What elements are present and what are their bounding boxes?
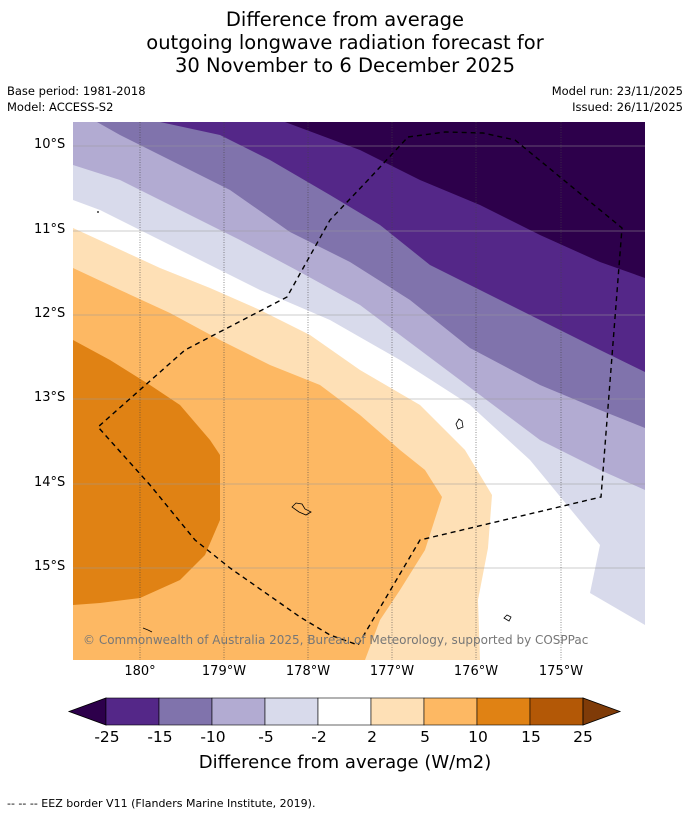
cb-tick-label: -10 — [200, 728, 226, 746]
lon-gridlines — [139, 122, 562, 660]
island-4 — [142, 627, 153, 633]
eez-border — [97, 131, 623, 646]
eez-legend: -- -- -- EEZ border V11 (Flanders Marine… — [7, 797, 316, 810]
lat-label-13s: 13°S — [34, 390, 66, 405]
lat-label-10s: 10°S — [34, 137, 66, 152]
lat-label-12s: 12°S — [34, 306, 66, 321]
colorbar-segment — [423, 697, 478, 726]
lon-label-179w: 179°W — [201, 664, 247, 679]
lat-label-11s: 11°S — [34, 222, 66, 237]
title-line-2: outgoing longwave radiation forecast for — [146, 31, 544, 54]
colorbar-right-arrow — [582, 697, 622, 726]
lon-label-175w: 175°W — [538, 664, 584, 679]
island-1 — [455, 418, 464, 430]
contour-deepestpurple — [285, 122, 645, 278]
colorbar-segment — [317, 697, 372, 726]
colorbar-segment — [370, 697, 425, 726]
contour-layer — [73, 122, 645, 660]
lat-label-14s: 14°S — [34, 475, 66, 490]
cb-tick-label: 2 — [367, 728, 377, 746]
colorbar-left-arrow — [67, 697, 107, 726]
cb-tick-label: 5 — [420, 728, 430, 746]
colorbar-segment — [264, 697, 319, 726]
cb-tick-label: 25 — [573, 728, 593, 746]
colorbar-segment — [476, 697, 531, 726]
cb-tick-label: -15 — [147, 728, 173, 746]
lon-label-180: 180° — [124, 664, 156, 679]
copyright-notice: © Commonwealth of Australia 2025, Bureau… — [83, 633, 589, 647]
model-name: Model: ACCESS-S2 — [7, 100, 114, 114]
island-5 — [97, 211, 99, 213]
cb-tick-label: 15 — [521, 728, 541, 746]
model-run: Model run: 23/11/2025 — [551, 84, 683, 98]
lon-label-177w: 177°W — [369, 664, 415, 679]
lon-label-178w: 178°W — [285, 664, 331, 679]
cb-tick-label: -5 — [258, 728, 274, 746]
contour-darkorange — [73, 340, 220, 605]
cb-tick-label: -2 — [311, 728, 327, 746]
colorbar-title: Difference from average (W/m2) — [198, 752, 492, 773]
cb-tick-label: -25 — [94, 728, 120, 746]
colorbar — [67, 697, 622, 726]
island-3 — [503, 614, 512, 622]
colorbar-segment — [105, 697, 160, 726]
contour-lightpurple — [73, 140, 645, 625]
title-line-3: 30 November to 6 December 2025 — [175, 54, 515, 77]
base-period: Base period: 1981-2018 — [7, 84, 146, 98]
colorbar-segment — [529, 697, 584, 726]
colorbar-segment — [158, 697, 213, 726]
lat-label-15s: 15°S — [34, 559, 66, 574]
issued-date: Issued: 26/11/2025 — [572, 100, 683, 114]
lat-gridlines — [73, 145, 645, 569]
cb-tick-label: 10 — [468, 728, 488, 746]
title-line-1: Difference from average — [225, 8, 465, 31]
lon-label-176w: 176°W — [453, 664, 499, 679]
colorbar-segment — [211, 697, 266, 726]
